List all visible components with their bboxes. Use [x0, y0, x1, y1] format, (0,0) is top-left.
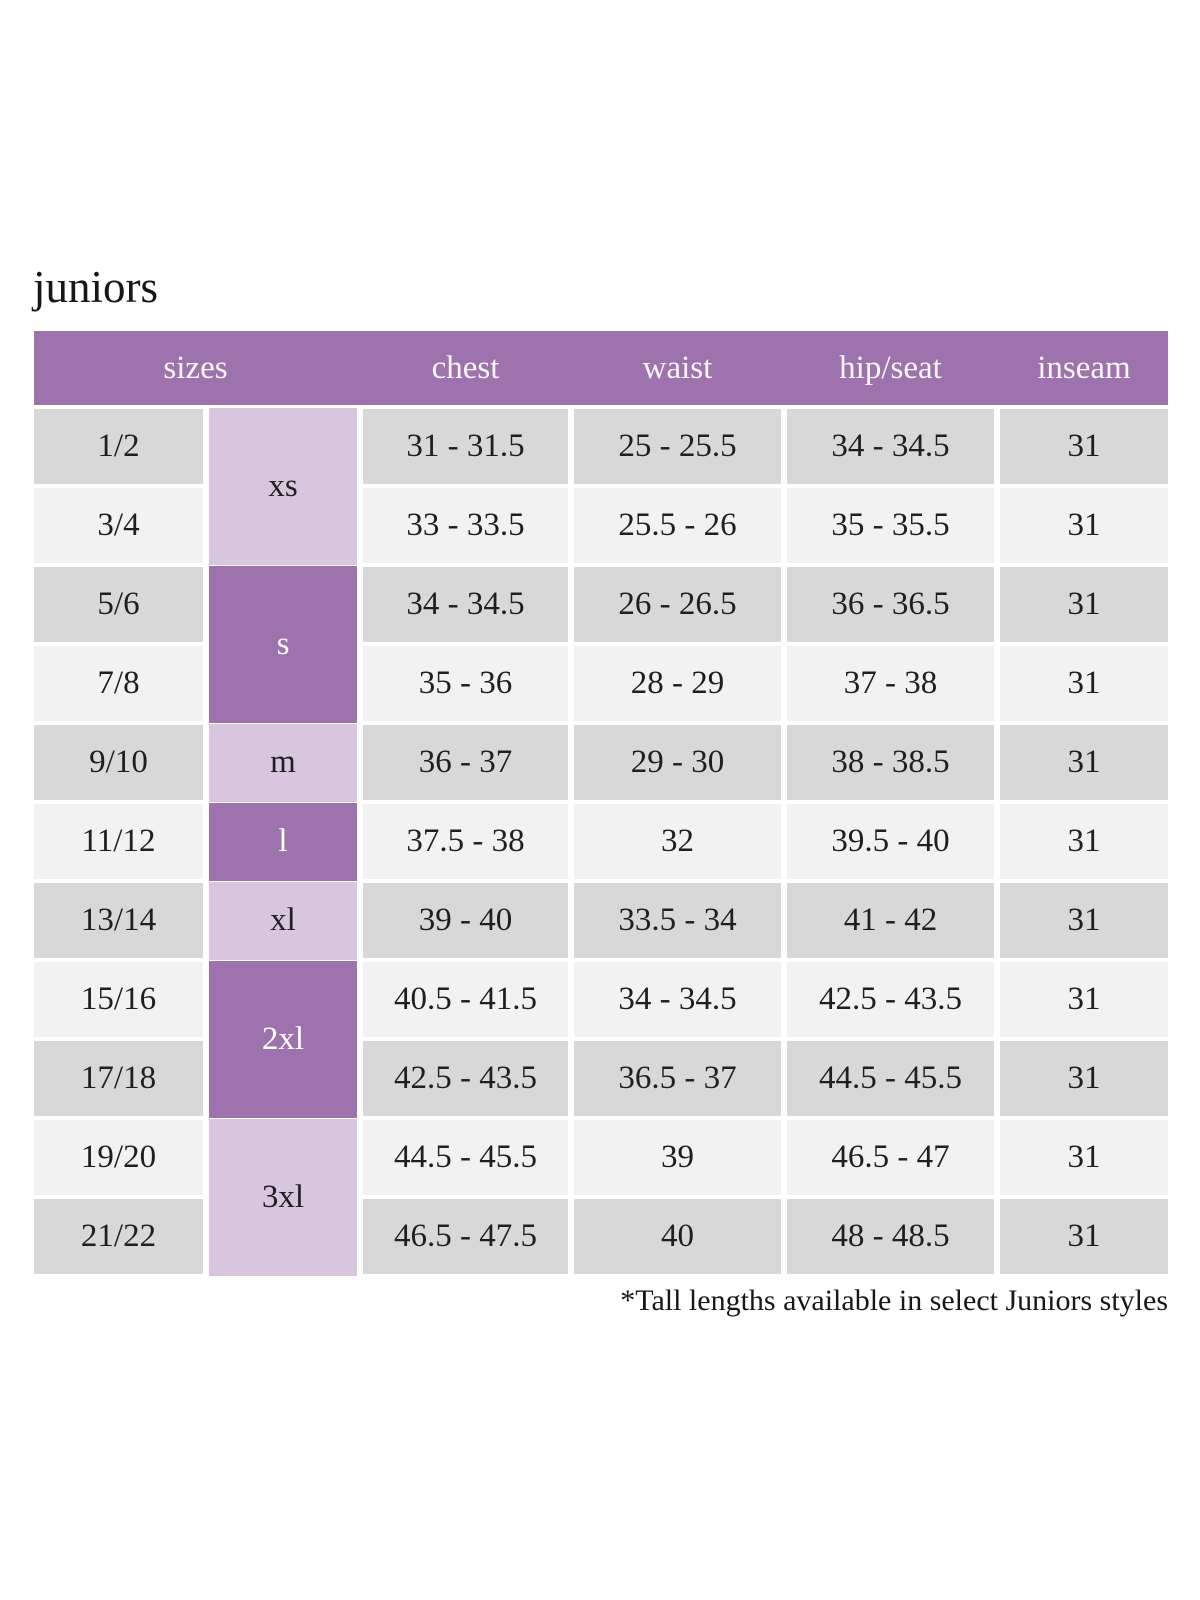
inseam-cell: 31: [1000, 804, 1168, 879]
chest-cell: 44.5 - 45.5: [363, 1120, 568, 1195]
chest-cell: 42.5 - 43.5: [363, 1041, 568, 1116]
size-number-cell: 13/14: [34, 883, 203, 958]
waist-cell: 40: [574, 1199, 781, 1274]
chest-cell: 40.5 - 41.5: [363, 962, 568, 1037]
size-number-cell: 1/2: [34, 409, 203, 484]
chest-cell: 31 - 31.5: [363, 409, 568, 484]
column-header-hip-seat: hip/seat: [839, 349, 942, 386]
page-title: juniors: [33, 262, 159, 312]
inseam-cell: 31: [1000, 883, 1168, 958]
size-letter-cell-3xl: 3xl: [209, 1118, 357, 1276]
waist-cell: 32: [574, 804, 781, 879]
column-header-sizes: sizes: [163, 349, 228, 386]
size-letter-cell-l: l: [209, 802, 357, 881]
inseam-cell: 31: [1000, 488, 1168, 563]
waist-cell: 33.5 - 34: [574, 883, 781, 958]
chest-cell: 33 - 33.5: [363, 488, 568, 563]
inseam-cell: 31: [1000, 1041, 1168, 1116]
inseam-cell: 31: [1000, 962, 1168, 1037]
waist-cell: 39: [574, 1120, 781, 1195]
waist-cell: 25 - 25.5: [574, 409, 781, 484]
inseam-cell: 31: [1000, 1199, 1168, 1274]
size-letter-cell-m: m: [209, 723, 357, 802]
hip-seat-cell: 46.5 - 47: [787, 1120, 994, 1195]
waist-cell: 28 - 29: [574, 646, 781, 721]
column-header-chest: chest: [431, 349, 500, 386]
chest-cell: 35 - 36: [363, 646, 568, 721]
footnote: *Tall lengths available in select Junior…: [620, 1284, 1168, 1317]
chest-cell: 37.5 - 38: [363, 804, 568, 879]
size-number-cell: 3/4: [34, 488, 203, 563]
table-header-row: sizes chest waist hip/seat inseam: [34, 331, 1168, 405]
hip-seat-cell: 35 - 35.5: [787, 488, 994, 563]
waist-cell: 25.5 - 26: [574, 488, 781, 563]
size-number-cell: 19/20: [34, 1120, 203, 1195]
size-number-cell: 15/16: [34, 962, 203, 1037]
column-header-waist: waist: [642, 349, 713, 386]
hip-seat-cell: 44.5 - 45.5: [787, 1041, 994, 1116]
column-header-inseam: inseam: [1037, 349, 1131, 386]
waist-cell: 29 - 30: [574, 725, 781, 800]
chest-cell: 36 - 37: [363, 725, 568, 800]
size-letter-cell-xl: xl: [209, 881, 357, 960]
size-letter-cell-xs: xs: [209, 407, 357, 565]
waist-cell: 36.5 - 37: [574, 1041, 781, 1116]
inseam-cell: 31: [1000, 725, 1168, 800]
inseam-cell: 31: [1000, 1120, 1168, 1195]
size-letter-cell-s: s: [209, 565, 357, 723]
inseam-cell: 31: [1000, 567, 1168, 642]
waist-cell: 26 - 26.5: [574, 567, 781, 642]
hip-seat-cell: 42.5 - 43.5: [787, 962, 994, 1037]
size-letter-cell-2xl: 2xl: [209, 960, 357, 1118]
hip-seat-cell: 39.5 - 40: [787, 804, 994, 879]
hip-seat-cell: 41 - 42: [787, 883, 994, 958]
hip-seat-cell: 34 - 34.5: [787, 409, 994, 484]
hip-seat-cell: 38 - 38.5: [787, 725, 994, 800]
chest-cell: 39 - 40: [363, 883, 568, 958]
size-number-cell: 5/6: [34, 567, 203, 642]
size-number-cell: 11/12: [34, 804, 203, 879]
chest-cell: 46.5 - 47.5: [363, 1199, 568, 1274]
size-number-cell: 9/10: [34, 725, 203, 800]
hip-seat-cell: 37 - 38: [787, 646, 994, 721]
juniors-size-chart: sizes chest waist hip/seat inseam 1/2 31 …: [34, 331, 1168, 1276]
hip-seat-cell: 36 - 36.5: [787, 567, 994, 642]
chest-cell: 34 - 34.5: [363, 567, 568, 642]
waist-cell: 34 - 34.5: [574, 962, 781, 1037]
hip-seat-cell: 48 - 48.5: [787, 1199, 994, 1274]
size-number-cell: 7/8: [34, 646, 203, 721]
inseam-cell: 31: [1000, 646, 1168, 721]
inseam-cell: 31: [1000, 409, 1168, 484]
size-number-cell: 21/22: [34, 1199, 203, 1274]
size-number-cell: 17/18: [34, 1041, 203, 1116]
